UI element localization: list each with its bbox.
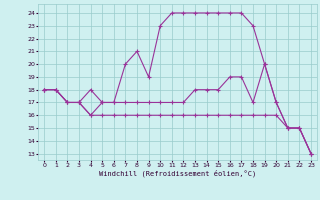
X-axis label: Windchill (Refroidissement éolien,°C): Windchill (Refroidissement éolien,°C) (99, 170, 256, 177)
